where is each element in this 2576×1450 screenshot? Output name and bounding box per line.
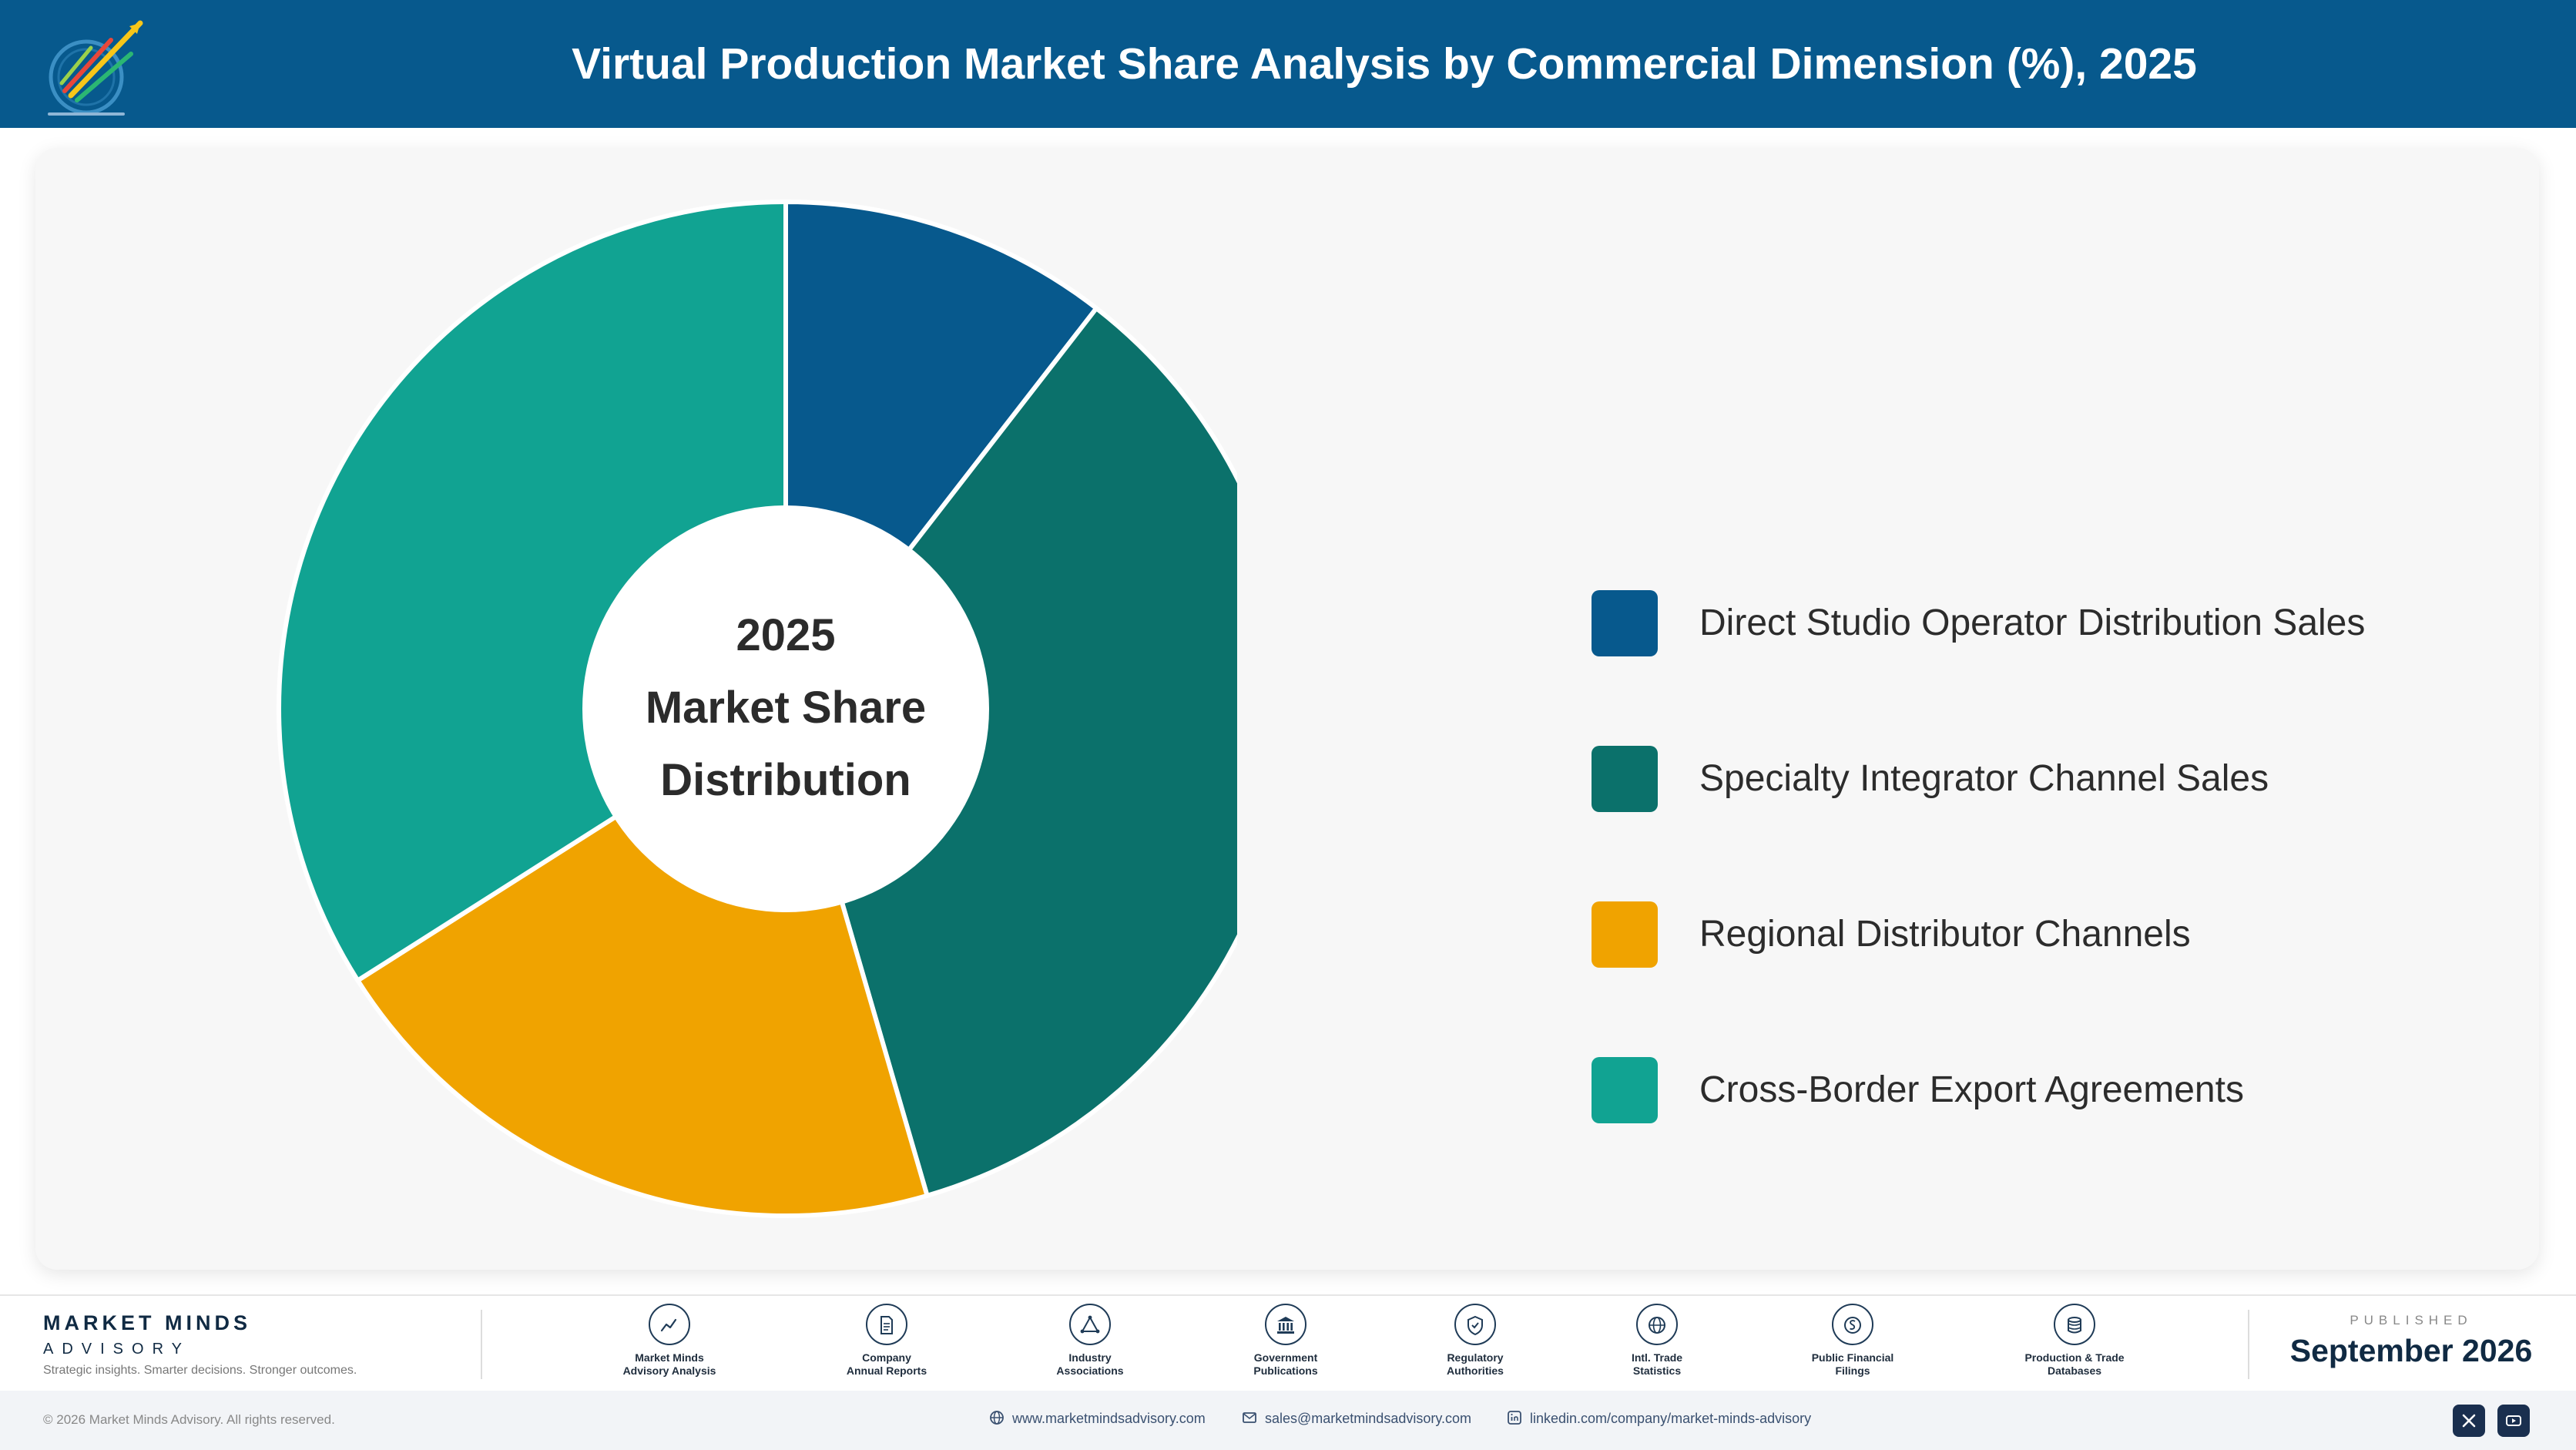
center-label-line-3: Distribution: [660, 755, 911, 805]
network-icon: [1069, 1304, 1111, 1345]
youtube-social-button[interactable]: [2497, 1405, 2530, 1437]
published-info: PUBLISHED September 2026: [2249, 1304, 2573, 1369]
x-logo-icon: [2462, 1414, 2476, 1428]
legend-label: Direct Studio Operator Distribution Sale…: [1699, 602, 2366, 643]
published-label: PUBLISHED: [2350, 1313, 2473, 1327]
linkedin-text: linkedin.com/company/market-minds-adviso…: [1530, 1411, 1812, 1426]
source-item: Intl. Trade Statistics: [1572, 1304, 1742, 1378]
published-date: September 2026: [2289, 1333, 2533, 1368]
source-item: Regulatory Authorities: [1390, 1304, 1560, 1378]
chart-icon: [649, 1304, 690, 1345]
source-item: Industry Associations: [1005, 1304, 1175, 1378]
source-item: Company Annual Reports: [802, 1304, 971, 1378]
legend-swatch: [1592, 1057, 1658, 1123]
government-icon: [1265, 1304, 1306, 1345]
chart-card: 2025 Market Share Distribution Direct Stud…: [35, 148, 2539, 1270]
pie-slice-2: [783, 306, 1237, 1198]
divider: [481, 1310, 482, 1379]
globe-icon: [990, 1411, 1004, 1425]
coin-icon: [1832, 1304, 1873, 1345]
legend-label: Specialty Integrator Channel Sales: [1699, 758, 2269, 799]
website-text: www.marketmindsadvisory.com: [1012, 1411, 1206, 1426]
document-icon: [866, 1304, 907, 1345]
linkedin-icon: [1508, 1411, 1521, 1425]
youtube-icon: [2506, 1415, 2521, 1426]
globe-icon: [1636, 1304, 1678, 1345]
website-link[interactable]: www.marketmindsadvisory.com: [989, 1411, 1206, 1427]
source-item: Production & Trade Databases: [1990, 1304, 2159, 1378]
brand-tagline: Strategic insights. Smarter decisions. S…: [43, 1364, 357, 1377]
donut-chart: 2025 Market Share Distribution: [277, 200, 1237, 1218]
shield-icon: [1454, 1304, 1496, 1345]
legend-swatch: [1592, 901, 1658, 968]
source-label: Intl. Trade Statistics: [1631, 1351, 1683, 1377]
source-label: Market Minds Advisory Analysis: [622, 1351, 716, 1377]
center-label-line-1: 2025: [736, 610, 835, 660]
center-label-line-2: Market Share: [646, 683, 926, 733]
brand-name: MARKET MINDS: [43, 1311, 251, 1334]
header-bar: Virtual Production Market Share Analysis…: [0, 0, 2576, 128]
source-item: Public Financial Filings: [1768, 1304, 1937, 1378]
legend-label: Cross-Border Export Agreements: [1699, 1069, 2244, 1110]
database-icon: [2054, 1304, 2095, 1345]
source-label: Industry Associations: [1056, 1351, 1124, 1377]
copyright-text: © 2026 Market Minds Advisory. All rights…: [43, 1412, 335, 1427]
source-label: Regulatory Authorities: [1447, 1351, 1504, 1377]
email-text: sales@marketmindsadvisory.com: [1265, 1411, 1472, 1426]
source-label: Company Annual Reports: [846, 1351, 927, 1377]
source-label: Public Financial Filings: [1811, 1351, 1894, 1377]
source-item: Government Publications: [1201, 1304, 1370, 1378]
donut-hole: [582, 505, 989, 912]
mail-icon: [1243, 1412, 1256, 1424]
footer-sources-bar: MARKET MINDS ADVISORY Strategic insights…: [0, 1294, 2576, 1392]
legend-label: Regional Distributor Channels: [1699, 914, 2191, 955]
legend-swatch: [1592, 590, 1658, 656]
linkedin-link[interactable]: linkedin.com/company/market-minds-adviso…: [1507, 1411, 1811, 1427]
x-social-button[interactable]: [2453, 1405, 2485, 1437]
legend-swatch: [1592, 746, 1658, 812]
company-logo-icon: [48, 20, 143, 116]
email-link[interactable]: sales@marketmindsadvisory.com: [1242, 1411, 1471, 1427]
footer-contact-bar: © 2026 Market Minds Advisory. All rights…: [0, 1391, 2576, 1450]
divider: [2248, 1310, 2249, 1379]
page-title: Virtual Production Market Share Analysis…: [572, 39, 2197, 89]
source-label: Production & Trade Databases: [2024, 1351, 2125, 1377]
brand-subtitle: ADVISORY: [43, 1341, 190, 1358]
source-item: Market Minds Advisory Analysis: [585, 1304, 754, 1378]
source-label: Government Publications: [1253, 1351, 1318, 1377]
